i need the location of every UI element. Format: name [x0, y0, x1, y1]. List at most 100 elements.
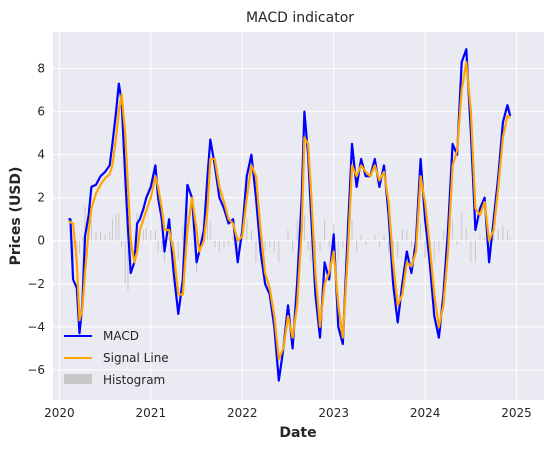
histogram-bar	[452, 219, 454, 241]
histogram-bar	[493, 229, 495, 241]
histogram-bar	[324, 219, 326, 241]
histogram-bar	[186, 195, 188, 241]
histogram-bar	[342, 240, 344, 248]
histogram-bar	[282, 240, 284, 242]
legend-swatch-histogram	[64, 374, 92, 384]
histogram-bar	[133, 240, 135, 242]
histogram-bar	[337, 240, 339, 263]
histogram-bar	[191, 240, 193, 242]
histogram-bar	[292, 240, 294, 252]
histogram-bar	[351, 219, 353, 241]
histogram-bar	[127, 240, 129, 291]
histogram-bar	[232, 236, 234, 241]
histogram-bar	[115, 214, 117, 241]
histogram-bar	[465, 227, 467, 241]
histogram-bar	[328, 240, 330, 248]
histogram-bar	[209, 221, 211, 241]
histogram-bar	[310, 240, 312, 263]
histogram-bar	[111, 219, 113, 241]
histogram-bar	[154, 229, 156, 241]
legend-label-macd: MACD	[103, 329, 139, 343]
legend-label-signal: Signal Line	[103, 351, 169, 365]
histogram-bar	[438, 240, 440, 252]
histogram-bar	[223, 240, 225, 248]
y-tick-label: 0	[37, 234, 45, 248]
histogram-bar	[461, 212, 463, 241]
histogram-bar	[502, 225, 504, 241]
histogram-bar	[509, 238, 511, 241]
histogram-bar	[84, 206, 86, 241]
histogram-bar	[95, 232, 97, 241]
histogram-bar	[143, 229, 145, 241]
histogram-bar	[118, 212, 120, 241]
histogram-bar	[442, 229, 444, 241]
histogram-bar	[278, 240, 280, 263]
histogram-bar	[100, 232, 102, 241]
histogram-bar	[401, 229, 403, 241]
histogram-bar	[287, 229, 289, 241]
histogram-bar	[506, 229, 508, 241]
x-tick-label: 2021	[136, 406, 167, 420]
histogram-bar	[424, 240, 426, 258]
histogram-bar	[198, 240, 200, 242]
histogram-bar	[157, 240, 159, 252]
y-tick-label: −6	[27, 363, 45, 377]
legend: MACD Signal Line Histogram	[64, 329, 169, 387]
x-tick-label: 2020	[44, 406, 75, 420]
histogram-bar	[307, 240, 309, 252]
histogram-bar	[296, 219, 298, 241]
histogram-bar	[360, 234, 362, 241]
histogram-bar	[314, 240, 316, 263]
histogram-bar	[246, 219, 248, 241]
y-tick-label: −2	[27, 277, 45, 291]
histogram-bar	[388, 240, 390, 254]
histogram-bar	[479, 234, 481, 241]
histogram-bar	[145, 227, 147, 241]
chart-title: MACD indicator	[246, 10, 354, 26]
histogram-bar	[410, 240, 412, 248]
histogram-bar	[264, 240, 266, 252]
x-axis-title: Date	[279, 425, 316, 441]
histogram-bar	[150, 229, 152, 241]
histogram-bar	[273, 240, 275, 252]
x-tick-label: 2022	[227, 406, 258, 420]
histogram-bar	[484, 236, 486, 241]
legend-label-histogram: Histogram	[103, 373, 165, 387]
histogram-bar	[378, 240, 380, 248]
histogram-bar	[214, 240, 216, 248]
histogram-bar	[207, 208, 209, 241]
histogram-bar	[456, 240, 458, 246]
histogram-bar	[470, 240, 472, 263]
histogram-bar	[255, 240, 257, 263]
y-tick-label: 2	[37, 191, 45, 205]
histogram-bar	[124, 240, 126, 284]
x-tick-label: 2023	[318, 406, 349, 420]
histogram-bar	[228, 240, 230, 246]
x-tick-label: 2025	[501, 406, 532, 420]
histogram-bar	[333, 223, 335, 241]
histogram-bar	[104, 234, 106, 241]
histogram-bar	[269, 240, 271, 248]
x-tick-label: 2024	[410, 406, 441, 420]
histogram-bar	[177, 240, 179, 261]
histogram-bar	[406, 229, 408, 241]
histogram-bar	[109, 232, 111, 241]
histogram-bar	[168, 229, 170, 241]
histogram-bar	[72, 240, 74, 261]
y-tick-label: 6	[37, 105, 45, 119]
histogram-bar	[303, 214, 305, 241]
histogram-bar	[383, 234, 385, 241]
histogram-bar	[420, 223, 422, 241]
y-axis-title: Prices (USD)	[8, 167, 24, 266]
histogram-bar	[121, 240, 123, 248]
histogram-bar	[79, 240, 81, 254]
histogram-bar	[90, 219, 92, 241]
x-axis-ticks: 2020 2021 2022 2023 2024 2025	[44, 406, 532, 420]
histogram-bar	[319, 240, 321, 252]
histogram-bar	[161, 240, 163, 252]
y-tick-label: 4	[37, 148, 45, 162]
histogram-bar	[397, 240, 399, 258]
histogram-bar	[369, 240, 371, 242]
y-tick-label: −4	[27, 320, 45, 334]
